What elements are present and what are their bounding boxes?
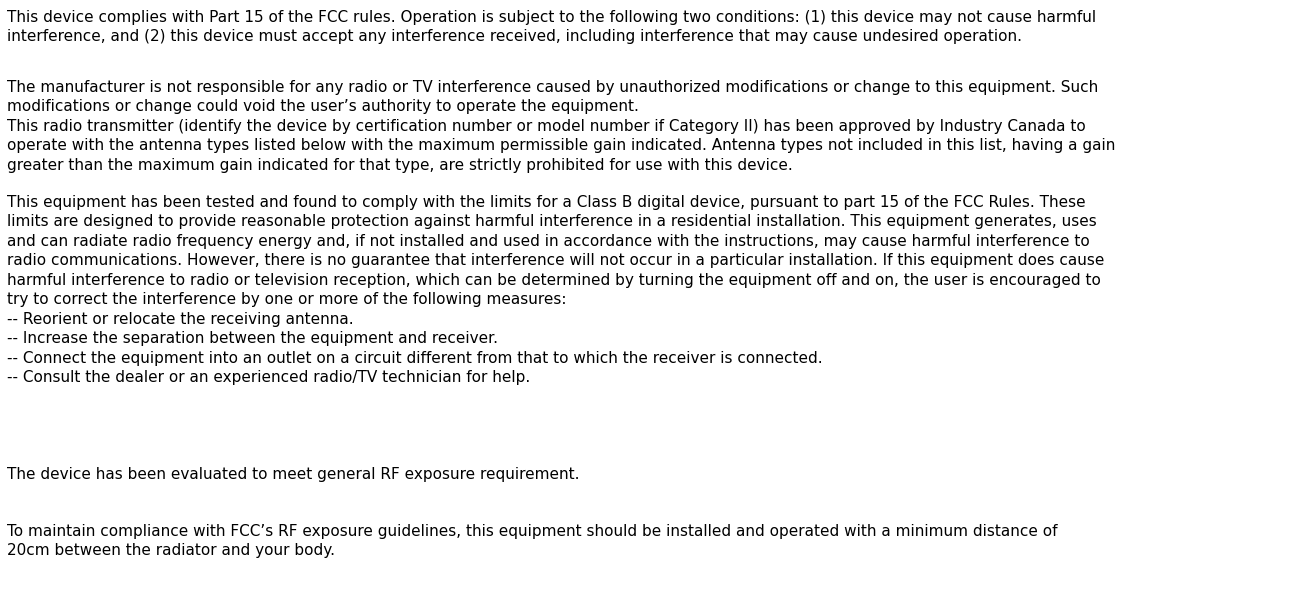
Text: The device has been evaluated to meet general RF exposure requirement.: The device has been evaluated to meet ge… bbox=[7, 467, 579, 482]
Text: -- Increase the separation between the equipment and receiver.: -- Increase the separation between the e… bbox=[7, 331, 498, 346]
Text: modifications or change could void the user’s authority to operate the equipment: modifications or change could void the u… bbox=[7, 99, 639, 114]
Text: try to correct the interference by one or more of the following measures:: try to correct the interference by one o… bbox=[7, 292, 566, 307]
Text: -- Consult the dealer or an experienced radio/TV technician for help.: -- Consult the dealer or an experienced … bbox=[7, 370, 531, 385]
Text: This radio transmitter (identify the device by certification number or model num: This radio transmitter (identify the dev… bbox=[7, 119, 1086, 134]
Text: limits are designed to provide reasonable protection against harmful interferenc: limits are designed to provide reasonabl… bbox=[7, 214, 1097, 229]
Text: harmful interference to radio or television reception, which can be determined b: harmful interference to radio or televis… bbox=[7, 273, 1100, 288]
Text: 20cm between the radiator and your body.: 20cm between the radiator and your body. bbox=[7, 543, 335, 558]
Text: The manufacturer is not responsible for any radio or TV interference caused by u: The manufacturer is not responsible for … bbox=[7, 79, 1098, 94]
Text: This equipment has been tested and found to comply with the limits for a Class B: This equipment has been tested and found… bbox=[7, 195, 1086, 210]
Text: interference, and (2) this device must accept any interference received, includi: interference, and (2) this device must a… bbox=[7, 29, 1022, 44]
Text: -- Connect the equipment into an outlet on a circuit different from that to whic: -- Connect the equipment into an outlet … bbox=[7, 350, 822, 365]
Text: operate with the antenna types listed below with the maximum permissible gain in: operate with the antenna types listed be… bbox=[7, 138, 1115, 153]
Text: To maintain compliance with FCC’s RF exposure guidelines, this equipment should : To maintain compliance with FCC’s RF exp… bbox=[7, 524, 1057, 538]
Text: This device complies with Part 15 of the FCC rules. Operation is subject to the : This device complies with Part 15 of the… bbox=[7, 10, 1097, 24]
Text: greater than the maximum gain indicated for that type, are strictly prohibited f: greater than the maximum gain indicated … bbox=[7, 158, 793, 173]
Text: -- Reorient or relocate the receiving antenna.: -- Reorient or relocate the receiving an… bbox=[7, 312, 354, 327]
Text: and can radiate radio frequency energy and, if not installed and used in accorda: and can radiate radio frequency energy a… bbox=[7, 233, 1090, 248]
Text: radio communications. However, there is no guarantee that interference will not : radio communications. However, there is … bbox=[7, 253, 1104, 268]
